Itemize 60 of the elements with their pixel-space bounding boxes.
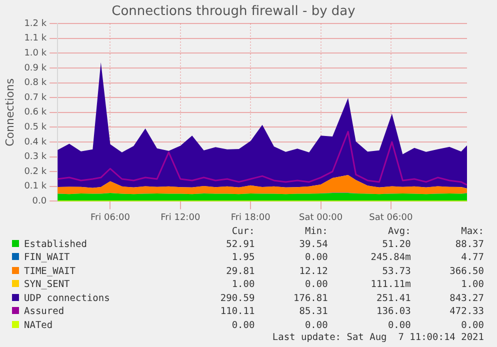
x-tick-label: Fri 06:00 (90, 212, 130, 223)
x-tick-label: Fri 18:00 (230, 212, 271, 223)
y-tick-label: 0.5 k (24, 122, 48, 133)
text: 290.59 (219, 292, 256, 305)
y-tick-label: 0.6 k (24, 108, 48, 118)
text: 1.00 (230, 278, 256, 292)
legend-label: Established (23, 238, 88, 251)
legend-label: TIME_WAIT (23, 264, 76, 278)
y-tick-label: 0.9 k (24, 63, 48, 74)
legend-label: SYN_SENT (23, 278, 71, 292)
text: Cur: (230, 226, 256, 238)
x-tick-label: Sat 00:00 (299, 212, 343, 223)
y-tick-label: 0.2 k (24, 166, 48, 177)
text: 1.00 (460, 278, 485, 292)
y-tick-label: 0.7 k (24, 92, 48, 103)
text: Avg: (386, 226, 412, 238)
y-axis-title: Connections (3, 78, 16, 146)
text: 0.00 (304, 318, 329, 332)
y-tick-label: 0.3 k (24, 152, 48, 162)
text: 0.00 (230, 318, 256, 332)
y-tick-label: 1.0 k (24, 48, 48, 59)
text: 111.11m (370, 278, 412, 292)
legend-label: NATed (23, 318, 54, 332)
chart-title: Connections through firewall - by day (112, 4, 356, 20)
text: 12.12 (298, 264, 329, 278)
y-tick-label: 0.0 (32, 196, 47, 207)
y-tick-label: 1.2 k (24, 18, 48, 29)
text: 51.20 (381, 238, 412, 251)
text: 0.00 (386, 318, 412, 332)
text: 39.54 (298, 238, 329, 251)
text: 1.95 (230, 251, 256, 264)
text: 0.00 (304, 251, 329, 264)
y-tick-label: 0.8 k (24, 78, 48, 88)
text: 0.00 (304, 278, 329, 292)
x-tick-label: Sat 06:00 (369, 212, 414, 223)
x-tick-label: Fri 12:00 (160, 212, 200, 223)
text: 53.73 (381, 264, 412, 278)
text: 472.33 (448, 305, 485, 318)
text: 4.77 (460, 251, 485, 264)
text: 85.31 (298, 305, 329, 318)
y-tick-label: 1.1 k (24, 34, 48, 44)
legend-label: FIN_WAIT (23, 251, 71, 264)
text: 110.11 (219, 305, 256, 318)
text: 0.00 (460, 318, 485, 332)
text: 245.84m (370, 251, 412, 264)
text: 136.03 (376, 305, 412, 318)
text: Max: (460, 226, 485, 238)
text: Min: (304, 226, 329, 238)
y-tick-label: 0.4 k (24, 137, 48, 148)
text: 29.81 (225, 264, 256, 278)
text: 251.41 (376, 292, 412, 305)
legend-label: UDP connections (23, 292, 111, 305)
text: 176.81 (292, 292, 329, 305)
text: 52.91 (225, 238, 256, 251)
text: 366.50 (448, 264, 485, 278)
text: Last update: Sat Aug 7 11:00:14 2021 (271, 332, 485, 344)
text: 88.37 (454, 238, 485, 251)
y-tick-label: 0.1 k (24, 182, 48, 192)
text: 843.27 (448, 292, 485, 305)
legend-label: Assured (23, 305, 66, 318)
